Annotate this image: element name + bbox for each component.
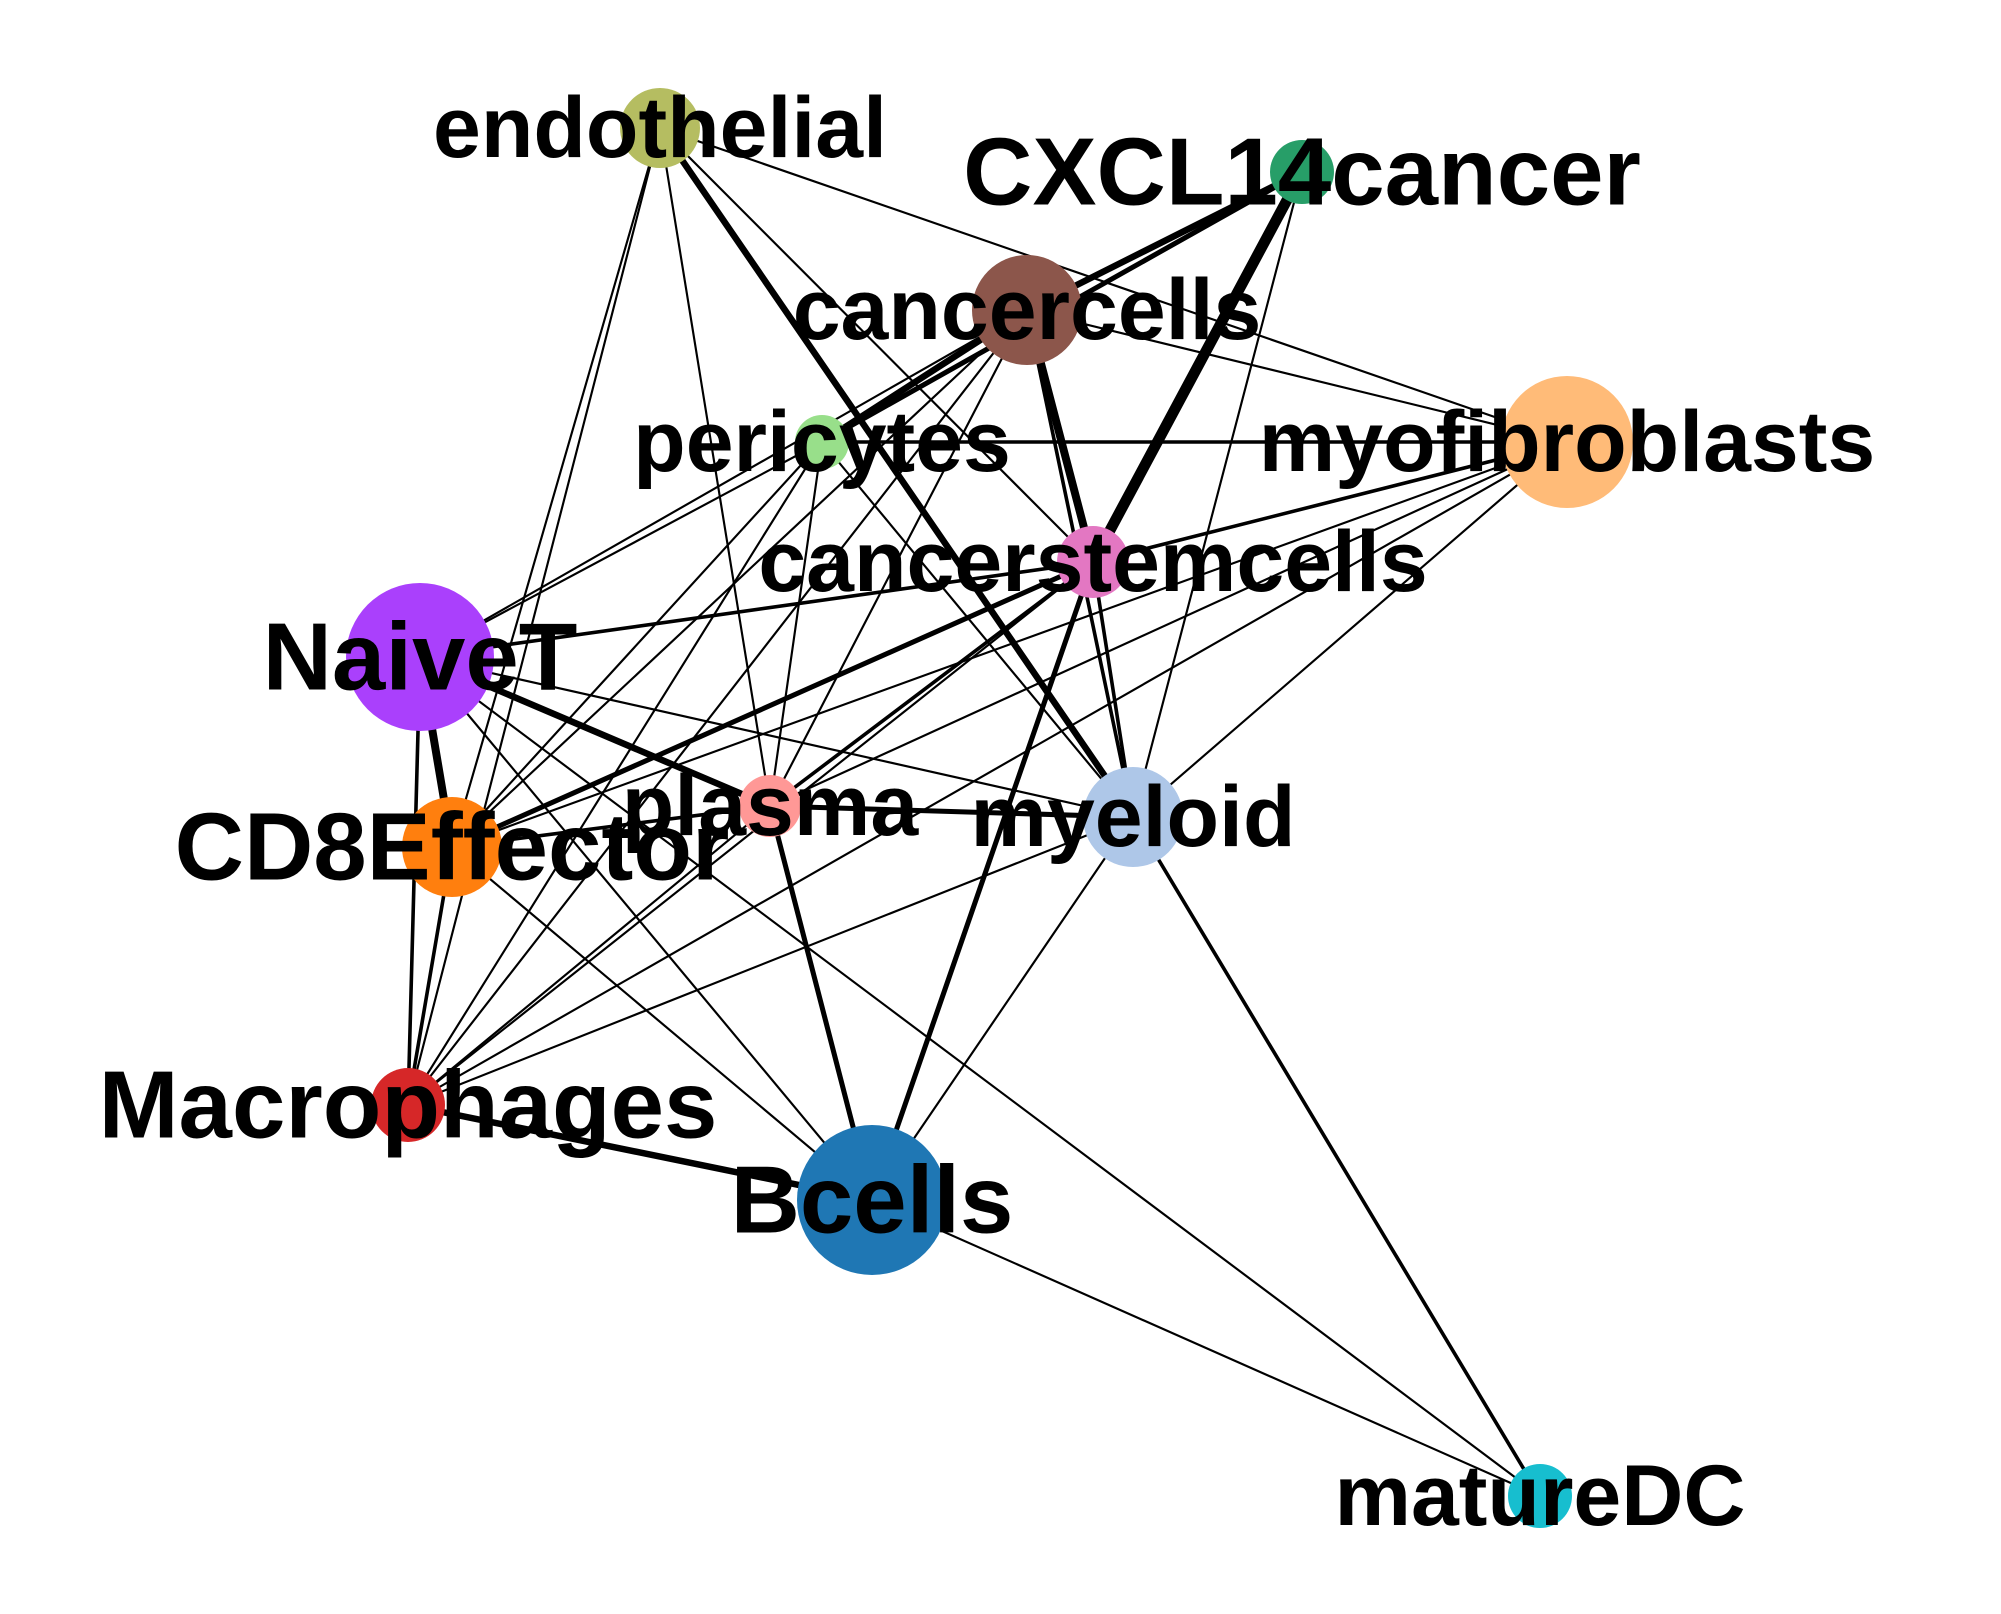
node-label-NaiveT: NaiveT xyxy=(263,604,578,711)
edge-cancerstemcells-plasma xyxy=(768,560,1095,808)
node-Macrophages xyxy=(371,1068,445,1142)
edge-Macrophages-Bcells xyxy=(404,1101,876,1204)
edge-myofibroblasts-plasma xyxy=(768,440,1569,808)
edge-myeloid-Bcells xyxy=(870,815,1135,1202)
edge-cancercells-NaiveT xyxy=(418,308,1029,659)
edge-myofibroblasts-CD8Effector xyxy=(450,440,1569,849)
edge-pericytes-CD8Effector xyxy=(450,440,824,849)
edge-NaiveT-myeloid xyxy=(418,655,1135,819)
edge-plasma-myeloid xyxy=(767,803,1136,820)
node-CXCL14cancer xyxy=(1270,140,1334,204)
edge-NaiveT-Macrophages xyxy=(406,655,422,1107)
labels-layer: endothelial CXCL14cancer cancercells pericy… xyxy=(99,80,1876,1544)
nodes-layer xyxy=(346,88,1633,1528)
edge-endothelial-Macrophages xyxy=(406,126,662,1107)
node-CD8Effector xyxy=(402,797,502,897)
edge-plasma-Macrophages xyxy=(406,804,772,1107)
node-myofibroblasts xyxy=(1501,376,1633,508)
node-label-Bcells: Bcells xyxy=(731,1147,1014,1254)
edge-NaiveT-matureDC xyxy=(418,655,1542,1498)
edge-pericytes-plasma xyxy=(768,440,824,808)
edge-cancercells-CD8Effector xyxy=(450,308,1029,849)
node-myeloid xyxy=(1083,767,1183,867)
edge-endothelial-cancerstemcells xyxy=(658,126,1095,564)
edge-cancerstemcells-NaiveT xyxy=(418,560,1095,659)
node-label-endothelial: endothelial xyxy=(433,80,887,176)
node-cancerstemcells xyxy=(1057,526,1129,598)
edge-cancerstemcells-Macrophages xyxy=(406,560,1095,1107)
edge-pericytes-NaiveT xyxy=(418,440,824,659)
node-label-pericytes: pericytes xyxy=(633,394,1011,490)
node-label-myofibroblasts: myofibroblasts xyxy=(1259,394,1875,490)
edge-myeloid-matureDC xyxy=(1131,815,1542,1498)
edge-endothelial-CD8Effector xyxy=(450,126,662,849)
edge-cancerstemcells-Bcells xyxy=(869,559,1096,1203)
edge-NaiveT-Bcells xyxy=(418,655,874,1202)
edge-CXCL14cancer-myeloid xyxy=(1131,170,1304,819)
node-label-matureDC: matureDC xyxy=(1335,1448,1746,1544)
node-NaiveT xyxy=(346,583,494,731)
edge-CXCL14cancer-cancerstemcells xyxy=(1087,166,1308,568)
node-label-cancerstemcells: cancerstemcells xyxy=(758,514,1427,610)
edge-cancerstemcells-CD8Effector xyxy=(449,559,1096,850)
edge-plasma-CD8Effector xyxy=(450,804,772,849)
edge-Bcells-matureDC xyxy=(870,1198,1542,1498)
edge-cancercells-myofibroblasts xyxy=(1025,308,1569,444)
node-Bcells xyxy=(797,1125,947,1275)
node-label-plasma: plasma xyxy=(622,758,920,854)
edge-endothelial-myeloid xyxy=(656,124,1137,821)
node-label-myeloid: myeloid xyxy=(971,769,1296,865)
node-matureDC xyxy=(1508,1464,1572,1528)
edge-myeloid-Macrophages xyxy=(406,815,1135,1107)
edge-endothelial-plasma xyxy=(658,126,772,808)
edge-myofibroblasts-myeloid xyxy=(1131,440,1569,819)
edge-CD8Effector-Bcells xyxy=(450,845,874,1202)
node-plasma xyxy=(739,775,801,837)
node-label-CXCL14cancer: CXCL14cancer xyxy=(963,119,1641,226)
edge-cancercells-plasma xyxy=(768,308,1029,808)
node-label-cancercells: cancercells xyxy=(793,262,1262,358)
node-cancercells xyxy=(972,255,1082,365)
edge-pericytes-myeloid xyxy=(820,440,1135,819)
node-endothelial xyxy=(620,88,700,168)
node-label-Macrophages: Macrophages xyxy=(99,1052,718,1159)
edge-endothelial-myofibroblasts xyxy=(658,126,1569,444)
edge-myofibroblasts-cancerstemcells xyxy=(1091,440,1569,564)
node-pericytes xyxy=(795,415,849,469)
edge-myofibroblasts-Macrophages xyxy=(406,440,1569,1107)
node-label-CD8Effector: CD8Effector xyxy=(175,794,730,901)
